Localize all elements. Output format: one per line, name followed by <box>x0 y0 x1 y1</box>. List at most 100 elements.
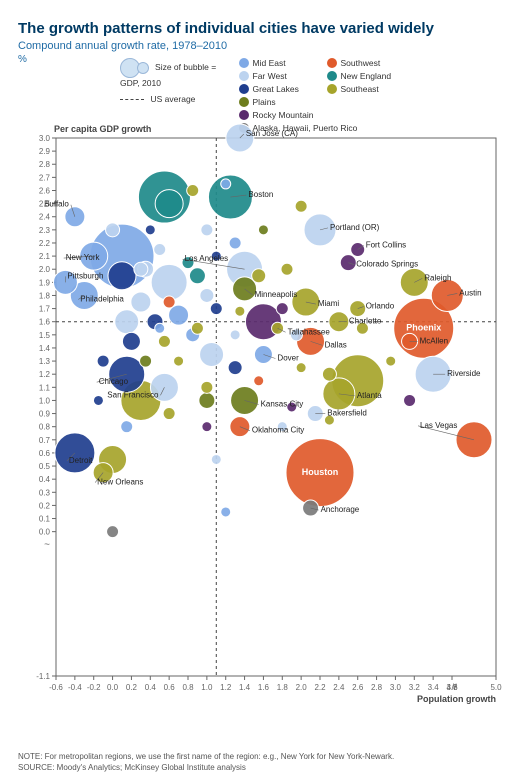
data-bubble <box>163 296 175 308</box>
y-tick-label: 1.4 <box>39 344 51 353</box>
bubble-label: Philadelphia <box>80 294 124 303</box>
data-bubble <box>254 376 264 386</box>
bubble-label: Pittsburgh <box>67 271 103 280</box>
x-tick-label: 0.2 <box>126 683 138 692</box>
bubble-label: Anchorage <box>321 505 360 514</box>
x-tick-label: -0.2 <box>87 683 101 692</box>
page: The growth patterns of individual cities… <box>0 0 525 783</box>
x-axis-title: Population growth <box>417 694 496 704</box>
data-bubble <box>140 355 152 367</box>
bubble-label: San Francisco <box>107 390 159 399</box>
legend-item: Southwest <box>327 58 381 68</box>
bubble-label: Fort Collins <box>366 241 406 250</box>
x-tick-label: 0.6 <box>164 683 176 692</box>
legend-swatch <box>239 110 249 120</box>
x-tick-label: -0.6 <box>49 683 63 692</box>
bubble-label: McAllen <box>420 336 448 345</box>
data-bubble <box>108 262 136 290</box>
data-bubble <box>55 433 95 473</box>
y-tick-label: 0.8 <box>39 423 51 432</box>
bubble-label: Dallas <box>325 340 347 349</box>
x-tick-label: 1.8 <box>277 683 289 692</box>
data-bubble <box>276 303 288 315</box>
y-tick-label: 2.7 <box>39 173 51 182</box>
y-tick-label: 0.5 <box>39 462 51 471</box>
bubble-label: New Orleans <box>97 478 143 487</box>
x-tick-label: 3.4 <box>428 683 440 692</box>
y-tick-label: 1.2 <box>39 370 51 379</box>
bubble-label: Atlanta <box>357 391 382 400</box>
data-bubble <box>201 381 213 393</box>
data-bubble <box>258 225 268 235</box>
y-tick-label: 1.8 <box>39 291 51 300</box>
data-bubble <box>229 237 241 249</box>
bubble-label: Houston <box>302 467 339 477</box>
data-bubble <box>97 355 109 367</box>
legend-swatch <box>327 84 337 94</box>
data-bubble <box>163 408 175 420</box>
data-bubble <box>158 335 170 347</box>
x-tick-label: 1.6 <box>258 683 270 692</box>
data-bubble <box>296 363 306 373</box>
data-bubble <box>155 190 183 218</box>
legend-swatch <box>239 84 249 94</box>
y-tick-label: 1.6 <box>39 318 51 327</box>
legend-item: New England <box>327 71 392 81</box>
y-tick-label: 1.1 <box>39 383 51 392</box>
data-bubble <box>107 526 119 538</box>
data-bubble <box>154 244 166 256</box>
percent-glyph: % <box>18 54 27 65</box>
data-bubble <box>131 292 151 312</box>
y-tick-label: 2.9 <box>39 147 51 156</box>
data-bubble <box>145 225 155 235</box>
bubble-label: Raleigh <box>424 273 451 282</box>
bubble-label: Riverside <box>447 369 481 378</box>
bubble-label: Miami <box>318 299 340 308</box>
bubble-label: Chicago <box>99 377 129 386</box>
x-tick-label: 2.6 <box>352 683 364 692</box>
data-bubble <box>65 207 85 227</box>
x-tick-label: 5.0 <box>490 683 502 692</box>
legend-item: Southeast <box>327 84 379 94</box>
y-axis-title: Per capita GDP growth <box>54 124 151 134</box>
bubble-label: Dover <box>277 354 299 363</box>
chart-subtitle: Compound annual growth rate, 1978–2010 <box>18 40 227 52</box>
data-bubble <box>386 356 396 366</box>
data-bubble <box>199 392 215 408</box>
legend-swatch <box>327 71 337 81</box>
legend-item: Rocky Mountain <box>239 110 314 120</box>
y-tick-label: 2.8 <box>39 160 51 169</box>
data-bubble <box>106 223 120 237</box>
bubble-label: Orlando <box>366 302 395 311</box>
bubble-label: Austin <box>459 288 481 297</box>
y-tick-label: 0.6 <box>39 449 51 458</box>
data-bubble <box>191 322 203 334</box>
bubble-label: Las Vegas <box>420 421 457 430</box>
bubble-label: Kansas City <box>261 399 304 408</box>
y-tick-label: -1.1 <box>36 672 50 681</box>
y-tick-label: 2.4 <box>39 213 51 222</box>
legend-item: Great Lakes <box>239 84 299 94</box>
x-axis-break: // <box>451 682 457 692</box>
source-line: SOURCE: Moody's Analytics; McKinsey Glob… <box>18 763 508 773</box>
y-tick-label: 2.0 <box>39 265 51 274</box>
bubble-label: Detroit <box>69 456 93 465</box>
x-tick-label: 1.2 <box>220 683 232 692</box>
data-bubble <box>322 367 336 381</box>
y-tick-label: 1.3 <box>39 357 51 366</box>
bubble-label: Portland (OR) <box>330 223 380 232</box>
data-bubble <box>200 343 224 367</box>
y-axis-break: ~ <box>44 540 50 551</box>
bubble-label: Buffalo <box>44 200 69 209</box>
bubble-label: Charlotte <box>349 317 382 326</box>
chart-notes: NOTE: For metropolitan regions, we use t… <box>18 752 508 773</box>
data-bubble <box>231 386 259 414</box>
data-bubble <box>122 332 140 350</box>
data-bubble <box>121 421 133 433</box>
legend-label: Southwest <box>341 58 381 68</box>
data-bubble <box>235 306 245 316</box>
x-tick-label: 2.4 <box>333 683 345 692</box>
bubble-label: Tallahassee <box>288 327 331 336</box>
x-tick-label: 3.0 <box>390 683 402 692</box>
data-bubble <box>221 179 231 189</box>
